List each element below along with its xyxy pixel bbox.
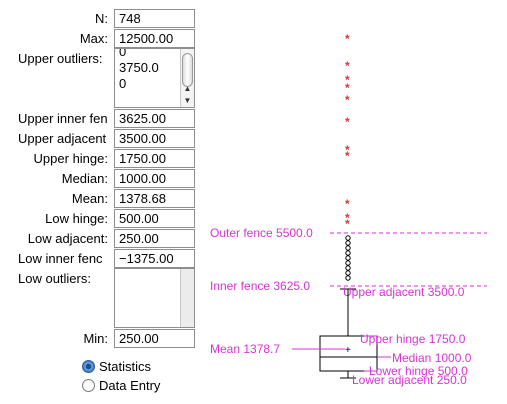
- mild-outlier-circle: [345, 255, 351, 261]
- min-row: Min: 250.00: [0, 329, 200, 348]
- upper-adjacent-row: Upper adjacent 3500.00: [0, 129, 200, 148]
- outlier-marker: *: [345, 217, 350, 231]
- median-field[interactable]: 1000.00: [114, 169, 195, 188]
- mild-outlier-circle: [345, 240, 351, 246]
- upper-outliers-label: Upper outliers:: [18, 51, 103, 66]
- radio-selected-icon[interactable]: [82, 360, 95, 373]
- outlier-marker: *: [345, 143, 350, 157]
- low-adjacent-row: Low adjacent: 250.00: [0, 229, 200, 248]
- max-field[interactable]: 12500.00: [114, 29, 195, 48]
- mild-outlier-circle: [345, 250, 351, 256]
- radio-unselected-icon[interactable]: [82, 379, 95, 392]
- outlier-marker: *: [345, 32, 350, 46]
- mean-label: Mean:: [71, 191, 108, 206]
- upper-outliers-scrollbar[interactable]: ▲ ▼: [180, 49, 194, 107]
- lower-adjacent-label: Lower adjacent 250.0: [352, 373, 467, 387]
- median-row: Median: 1000.00: [0, 169, 200, 188]
- outlier-marker: *: [345, 115, 350, 129]
- low-inner-fence-label: Low inner fenc: [18, 251, 103, 266]
- mild-outlier-circle: [345, 260, 351, 266]
- outlier-marker: *: [345, 149, 350, 163]
- statistics-radio-label: Statistics: [99, 359, 152, 374]
- upper-hinge-label: Upper hinge 1750.0: [360, 332, 466, 346]
- mean-field[interactable]: 1378.68: [114, 189, 195, 208]
- inner-fence-label: Inner fence 3625.0: [210, 279, 310, 293]
- min-field[interactable]: 250.00: [114, 329, 195, 348]
- upper-inner-fence-label: Upper inner fen: [18, 111, 108, 126]
- outlier-marker: *: [345, 59, 350, 73]
- mean-row: Mean: 1378.68: [0, 189, 200, 208]
- lower-hinge-label: Lower hinge 500.0: [369, 364, 468, 378]
- upper-hinge-label: Upper hinge:: [33, 151, 108, 166]
- low-outliers-label: Low outliers:: [18, 271, 91, 286]
- scroll-down-icon[interactable]: ▼: [183, 96, 192, 105]
- data-entry-radio-label: Data Entry: [99, 378, 161, 393]
- low-adjacent-label: Low adjacent:: [27, 231, 108, 246]
- mild-outlier-circle: [345, 275, 351, 281]
- box-body: [319, 335, 378, 372]
- median-label: Median:: [61, 171, 108, 186]
- upper-outliers-row: Upper outliers:: [0, 49, 200, 68]
- max-label: Max:: [79, 31, 108, 46]
- outlier-markers: * * * * * * * * * * *: [345, 32, 350, 231]
- n-label: N:: [95, 11, 108, 26]
- mean-marker: +: [345, 345, 351, 356]
- low-inner-fence-row: Low inner fenc −1375.00: [0, 249, 200, 268]
- low-outliers-list[interactable]: [114, 268, 195, 328]
- upper-adjacent-label: Upper adjacent 3500.0: [343, 285, 465, 299]
- mild-outlier-circle: [345, 265, 351, 271]
- low-adjacent-field[interactable]: 250.00: [114, 229, 195, 248]
- mild-outlier-circle: [345, 270, 351, 276]
- upper-hinge-field[interactable]: 1750.00: [114, 149, 195, 168]
- mild-outlier-circle: [345, 235, 351, 241]
- low-hinge-field[interactable]: 500.00: [114, 209, 195, 228]
- outer-fence-label: Outer fence 5500.0: [210, 226, 313, 240]
- outlier-marker: *: [345, 81, 350, 95]
- max-row: Max: 12500.00: [0, 29, 200, 48]
- low-hinge-label: Low hinge:: [45, 211, 108, 226]
- low-inner-fence-field[interactable]: −1375.00: [114, 249, 195, 268]
- low-outliers-scrollbar[interactable]: [180, 269, 194, 327]
- n-field[interactable]: 748: [114, 9, 195, 28]
- scroll-up-icon[interactable]: ▲: [183, 84, 192, 93]
- outlier-marker: *: [345, 73, 350, 87]
- upper-adjacent-field[interactable]: 3500.00: [114, 129, 195, 148]
- upper-inner-fence-field[interactable]: 3625.00: [114, 109, 195, 128]
- mild-outlier-markers: [345, 235, 351, 281]
- mean-label: Mean 1378.7: [210, 342, 280, 356]
- upper-outliers-values: 0 3750.0 0: [119, 48, 159, 91]
- outlier-marker: *: [345, 93, 350, 107]
- scroll-thumb[interactable]: [182, 53, 193, 87]
- upper-inner-fence-row: Upper inner fen 3625.00: [0, 109, 200, 128]
- low-outliers-row: Low outliers:: [0, 269, 200, 288]
- min-label: Min:: [83, 331, 108, 346]
- upper-hinge-row: Upper hinge: 1750.00: [0, 149, 200, 168]
- n-row: N: 748: [0, 9, 200, 28]
- outlier-marker: *: [345, 197, 350, 211]
- upper-outliers-list[interactable]: 0 3750.0 0 ▲ ▼: [114, 48, 195, 108]
- low-hinge-row: Low hinge: 500.00: [0, 209, 200, 228]
- upper-adjacent-label: Upper adjacent: [18, 131, 107, 146]
- mild-outlier-circle: [345, 245, 351, 251]
- outlier-marker: *: [345, 211, 350, 225]
- median-label: Median 1000.0: [392, 351, 472, 365]
